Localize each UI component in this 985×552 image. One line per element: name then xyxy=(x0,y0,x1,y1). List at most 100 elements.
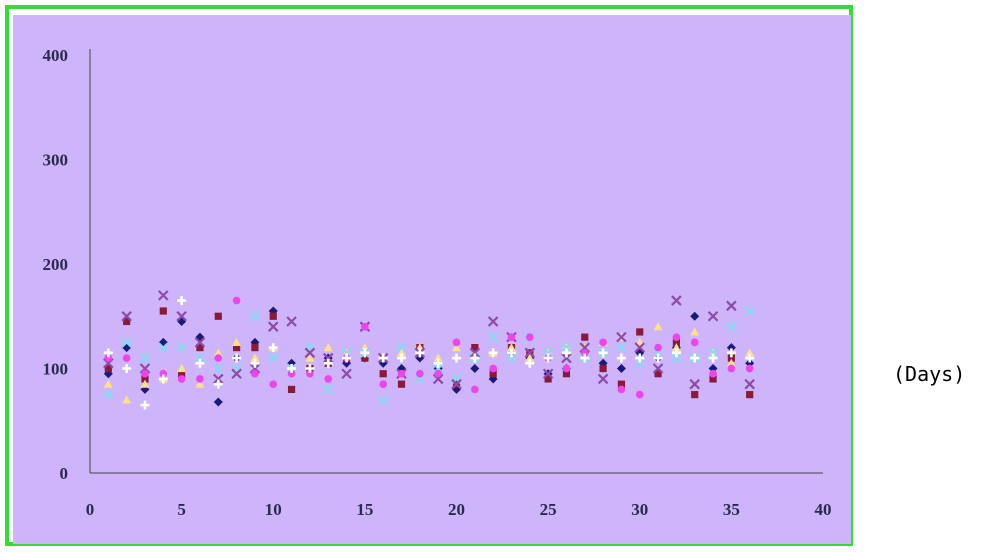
data-point xyxy=(268,343,278,353)
data-point xyxy=(122,364,132,373)
x-tick-label: 25 xyxy=(540,500,557,519)
data-point xyxy=(104,354,113,362)
data-point xyxy=(470,364,480,373)
data-point xyxy=(194,352,206,364)
data-point xyxy=(103,379,113,388)
x-tick-label: 0 xyxy=(86,500,95,519)
data-point xyxy=(689,378,701,390)
data-point xyxy=(671,343,681,352)
data-point xyxy=(616,353,626,363)
data-point xyxy=(487,316,499,327)
data-point xyxy=(416,369,424,378)
data-point xyxy=(158,342,169,353)
data-point xyxy=(433,353,443,362)
data-point xyxy=(654,370,662,378)
x-tick-labels: 0 5 10 15 20 25 30 35 40 xyxy=(86,500,832,519)
data-point xyxy=(489,364,497,373)
data-point xyxy=(544,375,552,383)
data-point xyxy=(177,375,186,383)
data-point xyxy=(379,380,388,388)
data-point xyxy=(322,384,334,395)
data-point xyxy=(470,353,480,363)
x-axis-unit-label: (Days) xyxy=(893,362,966,386)
data-point xyxy=(561,352,572,364)
data-point xyxy=(745,364,754,373)
data-point xyxy=(707,347,719,359)
data-point xyxy=(103,389,114,400)
data-point xyxy=(123,317,131,326)
data-point xyxy=(708,353,718,363)
data-point xyxy=(196,375,204,383)
data-point xyxy=(471,344,479,352)
data-point xyxy=(251,344,259,352)
data-point xyxy=(525,353,535,362)
data-point xyxy=(377,394,389,406)
data-point xyxy=(433,358,443,368)
data-point xyxy=(636,328,644,336)
data-point xyxy=(690,311,700,321)
data-point xyxy=(322,352,334,364)
data-point xyxy=(195,358,205,368)
y-tick-label: 400 xyxy=(43,46,69,65)
data-point xyxy=(397,380,406,388)
data-point xyxy=(617,380,626,388)
data-point xyxy=(323,358,333,368)
data-point xyxy=(251,369,259,378)
data-point xyxy=(121,337,132,348)
data-point xyxy=(286,316,297,327)
data-point xyxy=(140,379,150,388)
data-points xyxy=(103,290,755,410)
data-point xyxy=(580,349,589,357)
data-point xyxy=(159,307,167,315)
data-point xyxy=(525,333,534,341)
data-point xyxy=(726,358,736,367)
y-tick-label: 100 xyxy=(43,360,69,379)
data-point xyxy=(489,370,497,378)
data-point xyxy=(616,342,627,353)
data-point xyxy=(214,354,223,362)
data-point xyxy=(141,369,149,378)
data-point xyxy=(488,348,498,358)
data-point xyxy=(635,353,645,363)
data-point xyxy=(104,364,112,373)
data-point xyxy=(287,385,296,393)
data-point xyxy=(269,380,278,388)
x-tick-label: 15 xyxy=(356,500,373,519)
data-point xyxy=(250,358,260,368)
data-point xyxy=(654,343,662,352)
data-point xyxy=(342,353,352,363)
data-point xyxy=(690,327,700,336)
data-point xyxy=(653,322,663,331)
data-point xyxy=(231,368,242,380)
data-point xyxy=(249,310,261,322)
data-point xyxy=(360,348,370,358)
data-point xyxy=(103,348,113,358)
data-point xyxy=(176,310,187,322)
data-point xyxy=(506,348,516,358)
data-point xyxy=(653,353,663,363)
data-point xyxy=(746,391,754,399)
data-point xyxy=(323,343,333,352)
data-point xyxy=(707,310,719,322)
data-point xyxy=(506,343,516,352)
data-point xyxy=(397,369,406,378)
data-point xyxy=(158,374,168,384)
data-point xyxy=(287,369,296,378)
data-point xyxy=(598,348,608,358)
data-point xyxy=(214,312,222,320)
data-point xyxy=(690,353,700,363)
data-point xyxy=(671,352,682,364)
data-point xyxy=(269,312,277,320)
data-point xyxy=(232,296,241,305)
data-point xyxy=(672,333,681,341)
data-point xyxy=(305,353,315,362)
data-point xyxy=(361,354,369,362)
data-point xyxy=(361,322,369,331)
y-tick-label: 200 xyxy=(43,255,69,274)
data-point xyxy=(471,385,479,394)
data-point xyxy=(745,353,755,363)
data-point xyxy=(561,342,572,353)
data-point xyxy=(580,353,590,363)
data-point xyxy=(599,364,607,373)
